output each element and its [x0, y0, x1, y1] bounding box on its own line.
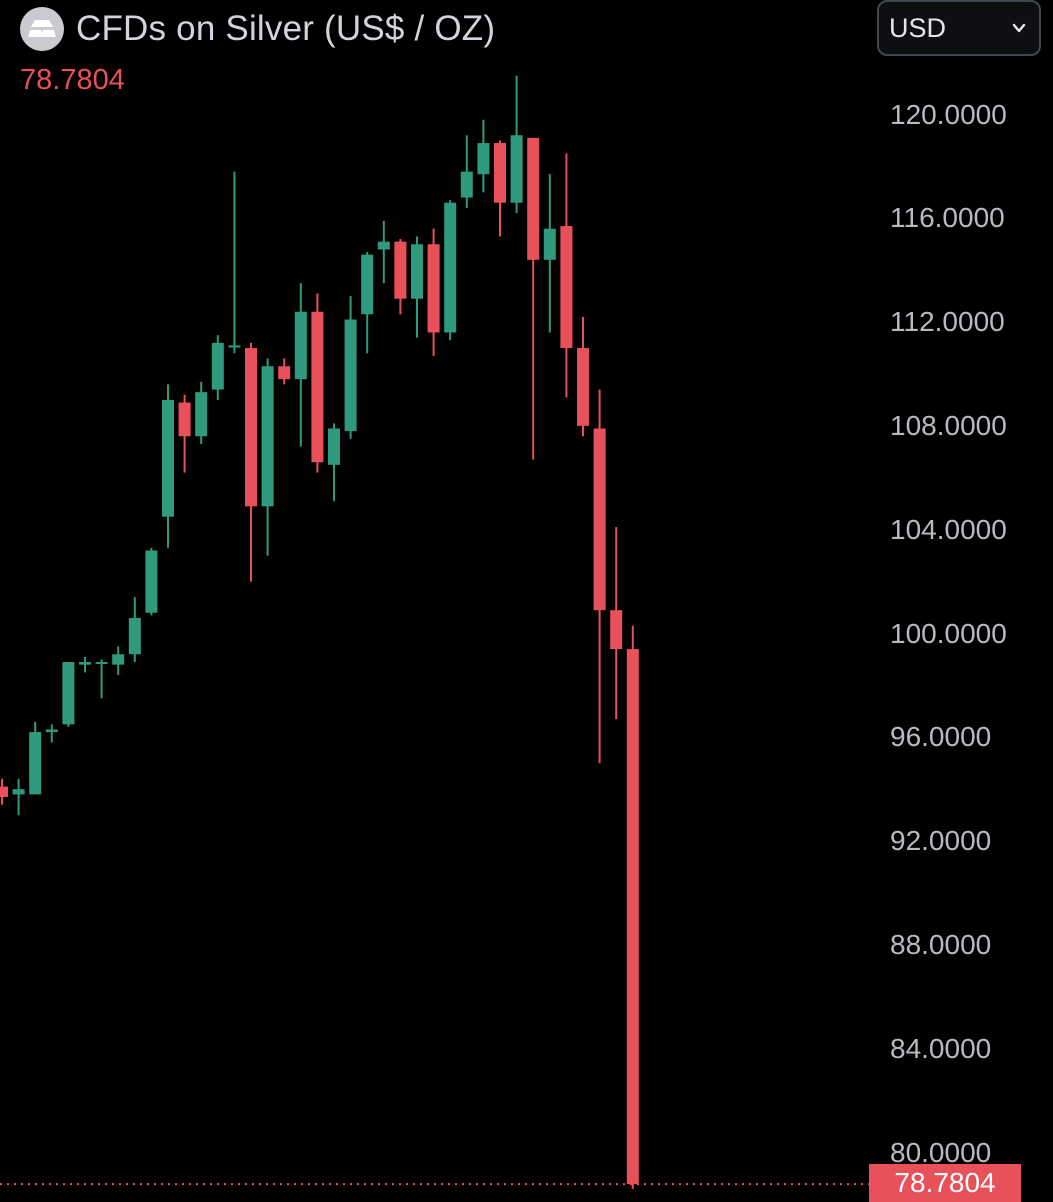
candle-body: [45, 729, 58, 733]
candle: [145, 547, 158, 616]
candle-body: [344, 319, 357, 432]
candle-body: [460, 171, 473, 198]
candle: [593, 389, 606, 764]
candlestick-plot[interactable]: [0, 0, 870, 1200]
candle: [477, 119, 490, 193]
candle-body: [178, 402, 191, 437]
candle-body: [328, 428, 340, 465]
chevron-down-icon: [1012, 23, 1026, 33]
candle: [278, 358, 291, 385]
candle: [162, 384, 174, 548]
candle: [195, 381, 208, 445]
candle: [0, 778, 8, 805]
y-tick-label: 112.0000: [890, 306, 1005, 338]
candle-body: [361, 254, 374, 315]
candle-body: [162, 399, 174, 517]
candle: [460, 135, 473, 208]
candle-body: [145, 550, 158, 613]
y-tick-label: 104.0000: [890, 513, 1007, 545]
candle: [377, 220, 390, 284]
candle: [311, 293, 324, 473]
candle: [79, 656, 91, 673]
candle-body: [427, 244, 440, 333]
candle: [510, 75, 523, 214]
candle-body: [543, 228, 556, 260]
candle: [62, 662, 75, 727]
y-tick-label: 108.0000: [890, 409, 1007, 441]
candle: [29, 721, 42, 795]
candle-body: [394, 241, 407, 299]
last-price-label: 78.7804: [20, 64, 125, 96]
candle-body: [245, 348, 257, 507]
candle-body: [0, 786, 8, 797]
candle-body: [311, 311, 324, 463]
candle: [494, 140, 506, 237]
candle-body: [593, 428, 606, 611]
candle-body: [577, 348, 589, 426]
candle-body: [610, 610, 623, 650]
candle: [328, 423, 340, 502]
candle: [261, 358, 274, 556]
candle-body: [626, 649, 639, 1185]
candle-body: [128, 617, 141, 655]
candle: [211, 335, 224, 400]
candle-body: [228, 345, 241, 348]
y-tick-label: 88.0000: [890, 928, 992, 960]
candle-body: [560, 226, 573, 349]
candle-body: [294, 311, 307, 380]
y-tick-label: 92.0000: [890, 825, 992, 857]
candle-body: [29, 732, 42, 795]
symbol-title: CFDs on Silver (US$ / OZ): [76, 9, 496, 48]
y-tick-label: 96.0000: [890, 721, 992, 753]
candle-body: [62, 662, 75, 725]
candle-body: [377, 241, 390, 250]
candle-body: [477, 143, 490, 175]
candle-body: [261, 366, 274, 507]
last-price-tag: 78.7804: [869, 1164, 1021, 1202]
candle: [95, 659, 108, 699]
candle: [128, 597, 141, 663]
candle: [543, 174, 556, 333]
y-tick-label: 84.0000: [890, 1032, 992, 1064]
candle: [361, 252, 374, 354]
candle: [294, 283, 307, 447]
candle-body: [510, 135, 523, 203]
candle: [626, 625, 639, 1189]
silver-bars-icon: [20, 7, 64, 51]
candle: [178, 394, 191, 473]
candle-body: [12, 789, 25, 795]
candle: [610, 527, 623, 720]
candle: [577, 316, 589, 437]
candle: [45, 724, 58, 743]
candle: [245, 342, 257, 582]
candle-body: [195, 392, 208, 437]
candle-body: [444, 202, 457, 333]
currency-selector[interactable]: USD: [877, 0, 1041, 56]
y-tick-label: 80.0000: [890, 1136, 992, 1168]
candle: [444, 200, 457, 341]
candle: [112, 646, 125, 676]
candle: [394, 239, 407, 315]
candle: [560, 153, 573, 398]
candle-body: [95, 662, 108, 665]
y-tick-label: 116.0000: [890, 202, 1005, 234]
candle-body: [278, 366, 291, 380]
candle: [527, 137, 540, 460]
candle: [344, 296, 357, 439]
candle-body: [112, 654, 125, 665]
y-tick-label: 100.0000: [890, 617, 1007, 649]
candle-body: [79, 662, 91, 665]
candle: [411, 236, 423, 338]
chart-header: CFDs on Silver (US$ / OZ): [20, 4, 495, 54]
candle-body: [411, 244, 423, 299]
candle-body: [494, 143, 506, 203]
candle-body: [527, 137, 540, 260]
candle: [228, 171, 241, 354]
candle: [427, 228, 440, 356]
y-tick-label: 120.0000: [890, 98, 1007, 130]
candle-body: [211, 342, 224, 390]
currency-label: USD: [889, 12, 947, 43]
candle: [12, 778, 25, 816]
